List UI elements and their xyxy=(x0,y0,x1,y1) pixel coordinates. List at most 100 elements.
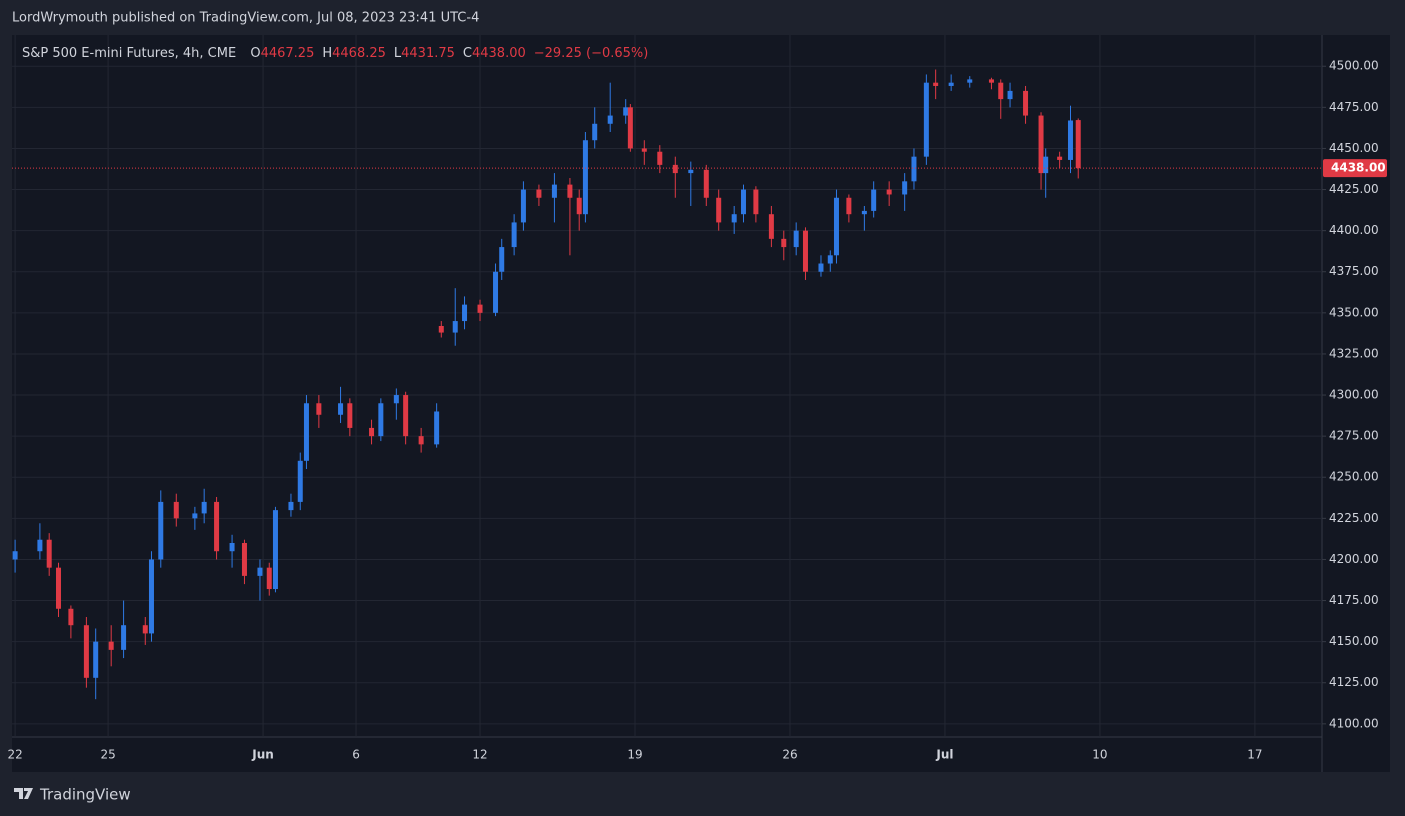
last-price-tag xyxy=(1323,159,1387,178)
candle-body xyxy=(731,214,737,223)
y-tick-label: 4400.00 xyxy=(1329,223,1379,237)
ohlc-key: C xyxy=(463,46,472,61)
candle-body xyxy=(214,501,220,552)
y-tick-label: 4350.00 xyxy=(1329,305,1379,319)
candle-body xyxy=(158,501,164,560)
x-tick-label: 19 xyxy=(627,748,642,762)
candle-body xyxy=(93,641,99,678)
candle-body xyxy=(272,510,278,590)
x-tick-label: 10 xyxy=(1092,748,1107,762)
candle-body xyxy=(46,539,52,568)
candles xyxy=(12,69,1081,700)
y-tick-label: 4500.00 xyxy=(1329,59,1379,73)
y-tick-label: 4325.00 xyxy=(1329,346,1379,360)
candle-body xyxy=(229,543,235,552)
candle-body xyxy=(592,123,598,141)
candle-body xyxy=(241,543,247,576)
x-tick-label: 17 xyxy=(1247,748,1262,762)
logo: TradingView xyxy=(14,786,131,804)
x-tick-label: 25 xyxy=(100,748,115,762)
candle-body xyxy=(627,107,633,149)
grid xyxy=(12,35,1322,737)
candle-body xyxy=(536,189,542,198)
candle-body xyxy=(347,403,353,428)
candle-body xyxy=(641,148,647,152)
candle-body xyxy=(933,82,939,86)
candle-body xyxy=(316,403,322,415)
x-tick-label: 22 xyxy=(7,748,22,762)
y-tick-label: 4425.00 xyxy=(1329,182,1379,196)
y-tick-label: 4275.00 xyxy=(1329,429,1379,443)
candle-body xyxy=(148,559,154,634)
candle-body xyxy=(793,230,799,248)
candle-body xyxy=(192,513,198,519)
candle-body xyxy=(688,169,694,174)
candle-body xyxy=(871,189,877,211)
candle-body xyxy=(68,608,74,626)
candle-body xyxy=(12,551,18,560)
candle-body xyxy=(1075,120,1081,169)
candle-body xyxy=(827,255,833,264)
last-price-label: 4438.00 xyxy=(1331,161,1386,175)
ohlc-value: 4431.75 xyxy=(401,46,455,61)
candle-body xyxy=(833,197,839,256)
candle-body xyxy=(288,501,294,511)
change: −29.25 (−0.65%) xyxy=(534,46,649,61)
logo-icon xyxy=(14,788,33,799)
candle-body xyxy=(657,151,663,165)
candle-body xyxy=(499,247,505,272)
candle-body xyxy=(768,214,774,239)
candle-body xyxy=(886,189,892,195)
candle-body xyxy=(1007,90,1013,100)
candle-body xyxy=(493,271,499,313)
candle-body xyxy=(369,427,375,437)
candle-body xyxy=(173,501,179,519)
candle-body xyxy=(967,79,973,83)
candle-body xyxy=(121,625,127,650)
chart-title: S&P 500 E-mini Futures, 4h, CME xyxy=(22,46,236,61)
candle-body xyxy=(108,641,114,650)
candle-body xyxy=(753,189,759,215)
published-line: LordWrymouth published on TradingView.co… xyxy=(12,11,479,26)
chart-header: S&P 500 E-mini Futures, 4h, CME O4467.25… xyxy=(22,46,648,61)
y-tick-label: 4100.00 xyxy=(1329,716,1379,730)
candle-body xyxy=(462,304,468,322)
candle-body xyxy=(582,140,588,215)
x-tick-label: Jul xyxy=(935,748,953,762)
ohlc-key: H xyxy=(322,46,332,61)
candle-body xyxy=(923,82,929,157)
candle-body xyxy=(142,625,148,634)
ohlc-value: 4468.25 xyxy=(332,46,386,61)
candle-body xyxy=(740,189,746,215)
candle-body xyxy=(1057,156,1063,160)
y-tick-label: 4375.00 xyxy=(1329,264,1379,278)
candle-body xyxy=(576,197,582,215)
y-tick-label: 4450.00 xyxy=(1329,141,1379,155)
candle-body xyxy=(438,325,444,333)
candle-body xyxy=(781,238,787,248)
ohlc-key: O xyxy=(250,46,260,61)
candle-body xyxy=(988,79,994,83)
candle-body xyxy=(37,539,43,552)
candle-body xyxy=(338,403,344,415)
candle-body xyxy=(303,403,309,461)
candle-body xyxy=(818,263,824,272)
candle-body xyxy=(716,197,722,223)
candle-body xyxy=(567,184,573,198)
candle-body xyxy=(861,210,867,215)
candle-body xyxy=(477,304,483,313)
brand: TradingView xyxy=(39,786,131,804)
candle-body xyxy=(418,436,424,445)
candle-body xyxy=(551,184,557,198)
candle-body xyxy=(297,460,303,502)
candle-body xyxy=(511,222,517,248)
y-tick-label: 4300.00 xyxy=(1329,388,1379,402)
candle-body xyxy=(393,395,399,404)
candle-body xyxy=(802,230,808,272)
chart-pane xyxy=(12,35,1390,772)
candle-body xyxy=(452,321,458,333)
candle-body xyxy=(1023,90,1029,116)
y-tick-label: 4250.00 xyxy=(1329,470,1379,484)
